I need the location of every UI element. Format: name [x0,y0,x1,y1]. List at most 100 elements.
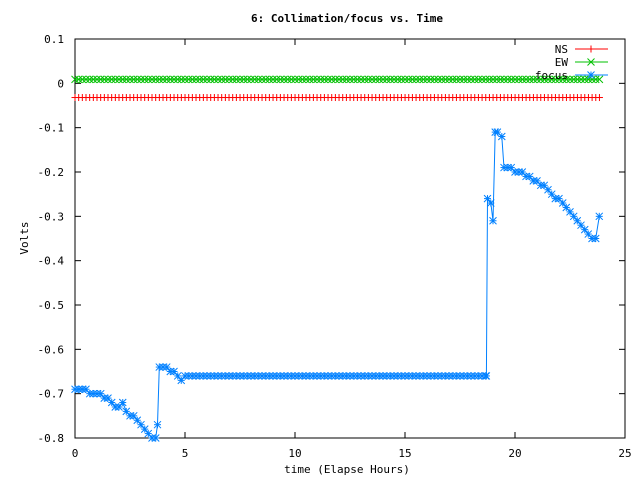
data-point [199,372,208,380]
data-point [243,372,252,380]
y-axis-label: Volts [18,221,31,254]
data-point [188,75,197,84]
tick-marks: 0 5 10 15 20 25 0.1 0 -0.1 -0.2 -0.3 -0.4 -0.5 -0.6 -0… [38,33,632,460]
data-point [507,75,516,84]
data-point [558,75,567,84]
data-point [346,75,354,84]
data-point [511,75,519,84]
data-point [353,75,362,84]
data-point [485,75,494,84]
data-point [104,75,112,84]
x-tick-label: 15 [398,447,411,460]
data-point [261,372,270,380]
data-point [390,75,398,84]
data-point [360,372,369,380]
series-layer [71,75,604,442]
data-point [221,75,230,84]
data-point [324,75,332,84]
data-point [408,75,417,84]
data-point [280,75,288,84]
y-tick-label: 0.1 [44,33,64,46]
data-point [382,75,391,84]
data-point [129,411,138,420]
data-point [335,75,343,84]
data-point [459,75,468,84]
data-point [74,75,83,84]
data-point [203,372,211,380]
data-point [298,75,307,84]
series-ns [71,94,603,102]
data-point [580,75,589,84]
series-ew [71,75,604,84]
data-point [243,75,252,84]
data-point [364,372,373,380]
data-point [133,75,142,84]
data-point [481,75,490,84]
data-point [309,75,318,84]
data-point [236,75,244,84]
data-point [492,75,501,84]
data-point [426,75,435,84]
data-point [364,75,373,84]
data-point [118,398,127,407]
data-point [203,75,211,84]
data-point [184,75,193,84]
data-point [514,75,523,84]
data-point [302,75,310,84]
data-point [595,212,604,221]
data-point [547,75,556,84]
data-point [441,75,450,84]
data-point [316,75,325,84]
data-point [371,75,380,84]
data-point [452,75,461,84]
data-point [588,234,596,243]
data-point [291,75,299,84]
data-point [525,75,534,84]
data-point [107,75,116,84]
data-point [569,212,578,221]
data-point [93,389,101,398]
data-point [382,372,391,380]
data-point [493,128,502,136]
data-point [214,75,222,84]
chart-title: 6: Collimation/focus vs. Time [251,12,443,25]
data-point [239,372,248,380]
data-point [269,75,277,84]
data-point [547,190,556,199]
data-point [375,372,384,380]
data-point [397,75,406,84]
data-point [511,168,519,176]
data-point [393,75,402,84]
data-point [210,75,219,84]
x-tick-label: 5 [182,447,189,460]
data-point [489,216,497,225]
data-point [503,75,512,84]
data-point [162,75,171,84]
data-point [437,372,446,380]
plot-axes [74,38,626,439]
data-point [397,372,406,380]
data-point [335,372,343,380]
data-point [430,75,439,84]
data-point [137,75,145,84]
data-point [166,75,175,84]
data-point [140,75,149,84]
data-point [349,75,358,84]
series-line-focus [75,131,600,439]
y-tick-label: -0.5 [38,299,65,312]
data-point [338,75,347,84]
data-point [415,75,424,84]
data-point [217,372,226,380]
data-point [153,420,162,429]
y-tick-label: -0.4 [38,255,65,268]
data-point [320,75,329,84]
data-point [375,75,384,84]
data-point [566,75,574,84]
data-point [85,75,94,84]
data-point [298,372,307,380]
data-point [577,75,585,84]
data-point [456,372,464,380]
data-point [497,132,506,141]
data-point [148,75,156,84]
data-point [357,75,365,84]
